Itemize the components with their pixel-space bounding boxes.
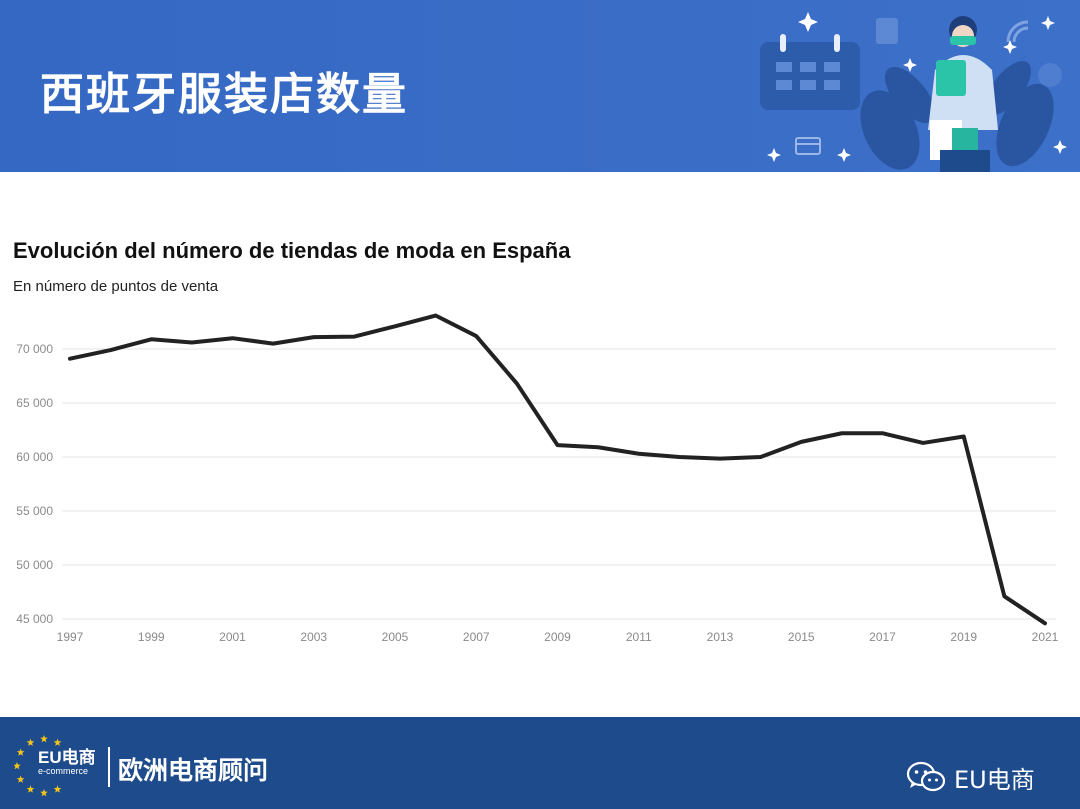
chart-title: Evolución del número de tiendas de moda …: [13, 238, 571, 263]
line-chart: 45 000 50 000 55 000 60 000 65 000 70 000 199…: [16, 313, 1059, 644]
x-tick-label: 1997: [57, 630, 84, 644]
percent-badge-icon: [1038, 63, 1062, 87]
footer-logo-text: EU电商: [38, 748, 96, 767]
x-tick-label: 2011: [626, 630, 652, 644]
x-tick-label: 2021: [1032, 630, 1059, 644]
wechat-account: EU电商: [906, 757, 1035, 797]
grid-layer: [62, 348, 1056, 620]
x-tick-label: 2015: [788, 630, 815, 644]
shopping-calendar-illustration: [760, 12, 1067, 172]
x-tick-label: 2013: [707, 630, 734, 644]
wechat-icon: [906, 761, 946, 792]
footer-band: EU电商 e-commerce 欧洲电商顾问 EU电商: [0, 717, 1080, 809]
y-tick-label: 65 000: [16, 396, 53, 410]
x-tick-label: 2005: [382, 630, 409, 644]
header-banner: 西班牙服装店数量: [0, 0, 1080, 172]
eu-star: [16, 775, 25, 783]
eu-star: [14, 762, 21, 770]
x-tick-label: 2007: [463, 630, 490, 644]
page-title: 西班牙服装店数量: [40, 69, 408, 120]
y-tick-label: 55 000: [16, 504, 53, 518]
x-tick-label: 2001: [219, 630, 246, 644]
shopper-figure: [928, 16, 998, 172]
wifi-icon: [1006, 20, 1029, 43]
y-tick-label: 60 000: [16, 450, 53, 464]
eu-star: [26, 738, 35, 746]
calendar-icon: [760, 34, 860, 110]
x-tick-label: 2009: [544, 630, 571, 644]
eu-stars-logo-icon: [14, 735, 62, 797]
credit-card-icon: [795, 137, 821, 155]
leaves-decoration: [860, 61, 1054, 170]
eu-star: [53, 738, 62, 746]
x-tick-label: 2019: [950, 630, 977, 644]
y-tick-label: 50 000: [16, 558, 53, 572]
y-tick-label: 45 000: [16, 612, 53, 626]
shopping-bag-icon: [876, 18, 898, 44]
footer-logo-subtitle: e-commerce: [38, 766, 89, 776]
x-tick-label: 1999: [138, 630, 165, 644]
series-layer: [68, 313, 1047, 626]
eu-star: [40, 735, 48, 743]
footer-divider: [108, 747, 110, 787]
series-line: [68, 313, 1047, 626]
chart-subtitle: En número de puntos de venta: [13, 278, 219, 295]
x-tick-label: 2003: [300, 630, 327, 644]
y-axis-labels: 45 000 50 000 55 000 60 000 65 000 70 000: [16, 342, 53, 626]
eu-star: [26, 785, 35, 793]
wechat-account-name: EU电商: [954, 765, 1035, 794]
eu-star: [40, 789, 48, 797]
y-tick-label: 70 000: [16, 342, 53, 356]
footer-brand-name: 欧洲电商顾问: [118, 756, 269, 785]
eu-star: [16, 748, 25, 756]
x-axis-labels: 1997 1999 2001 2003 2005 2007 2009 2011 2013 2015…: [57, 630, 1059, 644]
x-tick-label: 2017: [869, 630, 896, 644]
sparkle-decoration: [767, 12, 1067, 162]
eu-star: [53, 785, 62, 793]
